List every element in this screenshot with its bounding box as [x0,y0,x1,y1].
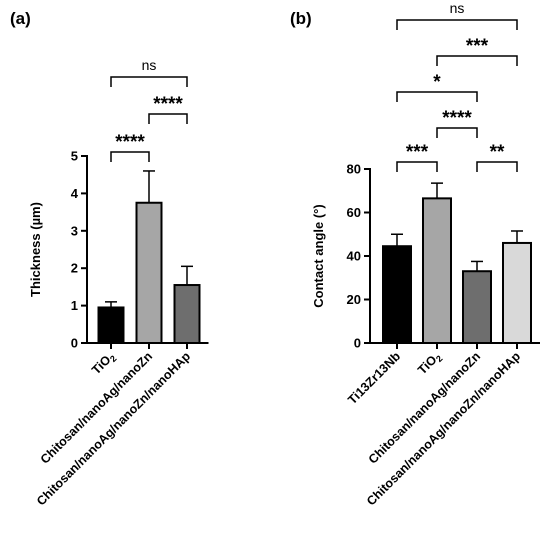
significance-bracket [436,55,518,66]
bar [502,241,532,344]
y-tick-label: 40 [347,249,361,264]
significance-bracket [436,127,478,138]
bar [173,284,201,344]
significance-label: **** [153,94,183,115]
y-tick-label: 0 [71,336,78,351]
significance-label: **** [115,132,145,153]
significance-bracket [476,161,518,172]
y-tick-label: 3 [71,223,78,238]
significance-label: ns [142,57,157,73]
bar [382,245,412,344]
y-tick-label: 1 [71,298,78,313]
chart-panel-b: (b) Contact angle (°) 0 20 40 60 80 Ti13Zr13Nb T… [290,0,540,508]
y-axis-label: Contact angle (°) [311,204,326,307]
significance-label: * [433,72,441,93]
y-axis-label: Thickness (µm) [28,202,43,297]
bar [135,201,163,344]
significance-label: ** [490,142,505,163]
significance-label: *** [466,36,489,57]
y-tick-label: 4 [71,186,79,201]
bar [462,270,492,345]
significance-label: ns [450,0,465,16]
x-tick-label: TiO2 [89,349,118,378]
significance-label: *** [406,142,429,163]
significance-bracket [110,151,150,162]
significance-bracket [110,76,188,87]
x-tick-label: Chitosan/nanoAg/nanoZn/nanoHAp [34,349,193,508]
y-tick-label: 80 [347,162,361,177]
y-tick-label: 20 [347,292,361,307]
chart-panel-a: (a) Thickness (µm) 0 1 2 3 4 5 TiO2Chitosan/nano… [10,9,209,508]
significance-label: **** [442,108,472,129]
x-tick-label: TiO2 [415,349,444,378]
panel-label: (b) [290,9,312,28]
bar [97,306,125,344]
bar [422,197,452,344]
panel-label: (a) [10,9,31,28]
y-tick-label: 2 [71,261,78,276]
significance-bracket [148,113,188,124]
significance-bracket [396,161,438,172]
significance-bracket [396,91,478,102]
y-tick-label: 5 [71,149,78,164]
x-tick-label: Ti13Zr13Nb [345,349,403,407]
y-tick-label: 0 [354,336,361,351]
y-tick-label: 60 [347,205,361,220]
significance-bracket [396,19,518,30]
